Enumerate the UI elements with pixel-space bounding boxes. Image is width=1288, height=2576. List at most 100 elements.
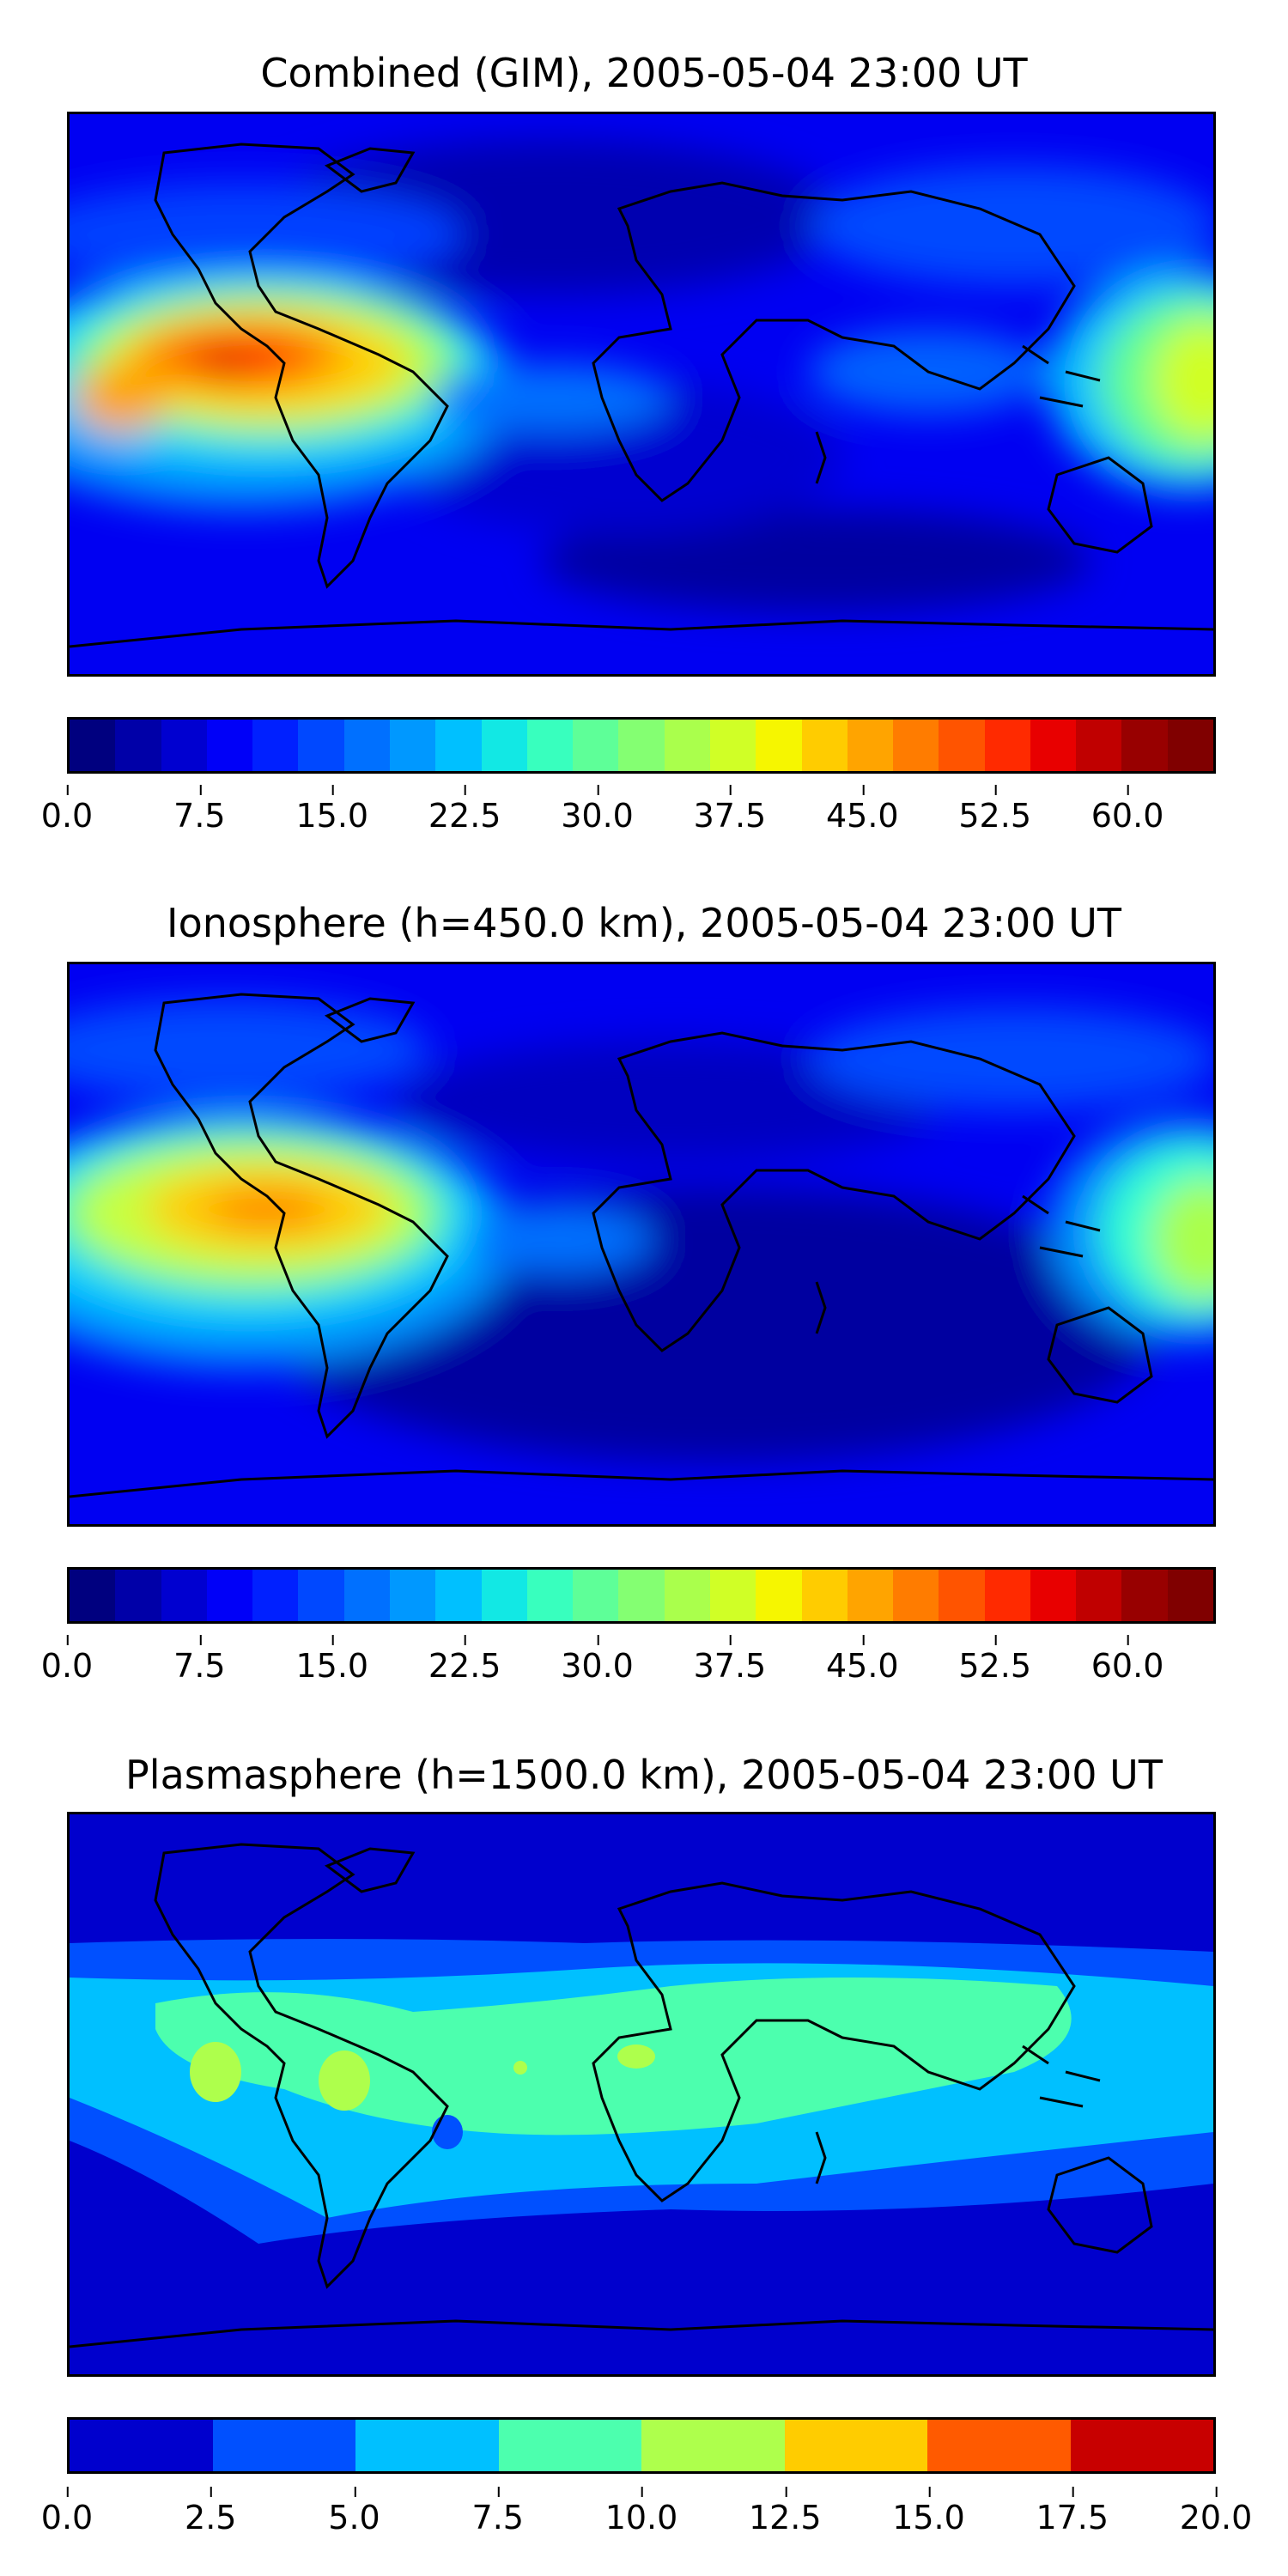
colorbar-segment bbox=[784, 2420, 927, 2471]
colorbar-tick-label: 2.5 bbox=[185, 2487, 237, 2537]
colorbar-segment bbox=[481, 1570, 527, 1621]
colorbar-tick-label: 15.0 bbox=[295, 1635, 369, 1685]
colorbar-segment bbox=[1121, 720, 1168, 771]
colorbar-tick-label: 22.5 bbox=[428, 1635, 501, 1685]
colorbar-segment bbox=[1167, 1570, 1213, 1621]
colorbar bbox=[67, 717, 1216, 774]
colorbar-segment bbox=[526, 720, 574, 771]
colorbar-segment bbox=[709, 1570, 756, 1621]
colorbar-segment bbox=[641, 2420, 785, 2471]
colorbar-segment bbox=[298, 720, 344, 771]
colorbar-ticks: 0.0 7.5 15.0 22.5 30.0 37.5 45.0 52.5 60.0 bbox=[41, 1635, 1216, 1698]
colorbar-tick-label: 45.0 bbox=[825, 1635, 899, 1685]
colorbar-segment bbox=[573, 1570, 619, 1621]
colorbar-segment bbox=[115, 720, 161, 771]
colorbar-segment bbox=[893, 1570, 939, 1621]
colorbar-segment bbox=[161, 1570, 207, 1621]
colorbar-segment bbox=[618, 1570, 665, 1621]
colorbar-segment bbox=[927, 2420, 1071, 2471]
colorbar-segment bbox=[481, 720, 527, 771]
colorbar-tick-label: 15.0 bbox=[892, 2487, 965, 2537]
colorbar-segment bbox=[847, 720, 894, 771]
colorbar-segment bbox=[1070, 2420, 1213, 2471]
tec-map bbox=[67, 1812, 1216, 2377]
colorbar-segment bbox=[115, 1570, 161, 1621]
colorbar-tick-label: 45.0 bbox=[825, 785, 899, 835]
coastlines bbox=[70, 143, 1213, 648]
map-title: Ionosphere (h=450.0 km), 2005-05-04 23:0… bbox=[167, 900, 1121, 946]
colorbar-segment bbox=[343, 1570, 390, 1621]
colorbar-tick-label: 5.0 bbox=[328, 2487, 380, 2537]
colorbar-tick-label: 7.5 bbox=[173, 785, 226, 835]
colorbar-segment bbox=[70, 1570, 116, 1621]
colorbar-tick-label: 30.0 bbox=[561, 1635, 634, 1685]
colorbar bbox=[67, 2417, 1216, 2474]
colorbar-tick-label: 0.0 bbox=[40, 785, 94, 835]
map-title: Combined (GIM), 2005-05-04 23:00 UT bbox=[260, 50, 1028, 96]
map-title: Plasmasphere (h=1500.0 km), 2005-05-04 2… bbox=[125, 1752, 1163, 1798]
colorbar-segment bbox=[1030, 720, 1077, 771]
colorbar-tick-label: 12.5 bbox=[748, 2487, 822, 2537]
colorbar-tick-label: 17.5 bbox=[1036, 2487, 1109, 2537]
colorbar-segment bbox=[756, 1570, 802, 1621]
colorbar-tick-label: 60.0 bbox=[1091, 1635, 1164, 1685]
colorbar-tick-label: 7.5 bbox=[471, 2487, 524, 2537]
colorbar-tick-label: 7.5 bbox=[173, 1635, 226, 1685]
colorbar-tick-label: 22.5 bbox=[428, 785, 501, 835]
colorbar-segment bbox=[355, 2420, 499, 2471]
colorbar-tick-label: 0.0 bbox=[40, 1635, 94, 1685]
tec-map bbox=[67, 112, 1216, 677]
colorbar-segment bbox=[939, 1570, 985, 1621]
colorbar-segment bbox=[801, 1570, 848, 1621]
colorbar-segment bbox=[664, 1570, 710, 1621]
colorbar-segment bbox=[212, 2420, 355, 2471]
colorbar-ticks: 0.0 2.5 5.0 7.5 10.0 12.5 15.0 17.5 20.0 bbox=[41, 2487, 1252, 2550]
colorbar-segment bbox=[664, 720, 710, 771]
colorbar-tick-label: 20.0 bbox=[1179, 2487, 1253, 2537]
colorbar-segment bbox=[801, 720, 848, 771]
colorbar-segment bbox=[70, 2420, 213, 2471]
colorbar-segment bbox=[526, 1570, 574, 1621]
colorbar-segment bbox=[1030, 1570, 1077, 1621]
colorbar-segment bbox=[1167, 720, 1213, 771]
colorbar-segment bbox=[893, 720, 939, 771]
colorbar-tick-label: 15.0 bbox=[295, 785, 369, 835]
colorbar-segment bbox=[618, 720, 665, 771]
colorbar-tick-label: 0.0 bbox=[40, 2487, 94, 2537]
colorbar-tick-label: 52.5 bbox=[958, 1635, 1031, 1685]
colorbar-segment bbox=[709, 720, 756, 771]
colorbar-segment bbox=[939, 720, 985, 771]
colorbar-tick-label: 37.5 bbox=[693, 785, 767, 835]
colorbar-segment bbox=[70, 720, 116, 771]
colorbar-segment bbox=[435, 720, 482, 771]
colorbar-tick-label: 37.5 bbox=[693, 1635, 767, 1685]
tec-map bbox=[67, 962, 1216, 1527]
colorbar-tick-label: 30.0 bbox=[561, 785, 634, 835]
colorbar-segment bbox=[984, 1570, 1030, 1621]
colorbar-segment bbox=[1076, 720, 1122, 771]
colorbar-segment bbox=[252, 720, 299, 771]
colorbar-ticks: 0.0 7.5 15.0 22.5 30.0 37.5 45.0 52.5 60.0 bbox=[41, 785, 1216, 848]
colorbar-segment bbox=[298, 1570, 344, 1621]
colorbar-segment bbox=[498, 2420, 641, 2471]
colorbar-segment bbox=[161, 720, 207, 771]
colorbar-segment bbox=[206, 1570, 253, 1621]
colorbar-segment bbox=[389, 1570, 436, 1621]
colorbar-tick-label: 10.0 bbox=[605, 2487, 678, 2537]
colorbar bbox=[67, 1567, 1216, 1624]
colorbar-segment bbox=[206, 720, 253, 771]
colorbar-segment bbox=[389, 720, 436, 771]
colorbar-segment bbox=[847, 1570, 894, 1621]
colorbar-tick-label: 52.5 bbox=[958, 785, 1031, 835]
coastlines bbox=[70, 993, 1213, 1498]
colorbar-tick-label: 60.0 bbox=[1091, 785, 1164, 835]
coastlines bbox=[70, 1843, 1213, 2348]
colorbar-segment bbox=[252, 1570, 299, 1621]
colorbar-segment bbox=[1121, 1570, 1168, 1621]
colorbar-segment bbox=[343, 720, 390, 771]
colorbar-segment bbox=[435, 1570, 482, 1621]
colorbar-segment bbox=[573, 720, 619, 771]
colorbar-segment bbox=[984, 720, 1030, 771]
colorbar-segment bbox=[1076, 1570, 1122, 1621]
colorbar-segment bbox=[756, 720, 802, 771]
